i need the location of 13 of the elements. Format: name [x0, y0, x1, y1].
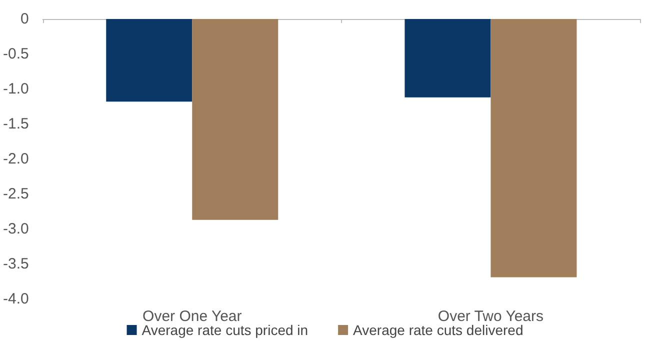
y-tick-label: -3.0	[2, 220, 29, 238]
y-tick-label: -1.5	[2, 116, 29, 132]
y-tick-label: -2.0	[2, 150, 29, 168]
y-tick-label: 0	[20, 10, 29, 28]
legend-label: Average rate cuts priced in	[142, 322, 308, 338]
y-tick-label: -1.0	[2, 80, 29, 98]
x-tick-label: Over One Year	[142, 308, 242, 325]
y-tick-label: -0.5	[2, 46, 29, 62]
legend-label: Average rate cuts delivered	[353, 322, 524, 338]
x-tick-label: Over Two Years	[438, 308, 544, 325]
y-tick-label: -2.5	[2, 186, 29, 202]
y-tick-label: -4.0	[2, 290, 29, 308]
y-tick-label: -3.5	[2, 256, 29, 272]
